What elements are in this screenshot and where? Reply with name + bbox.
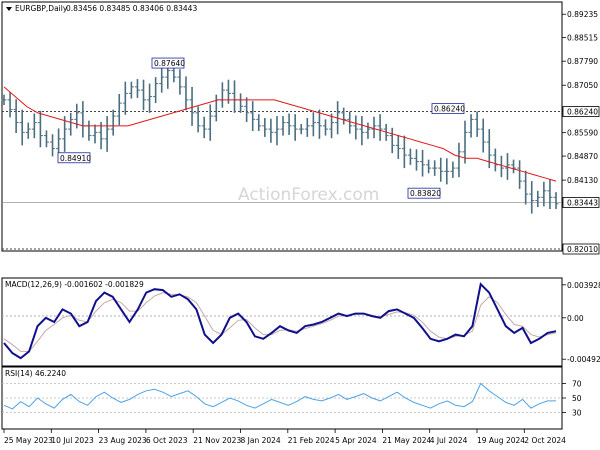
macd-line bbox=[3, 282, 557, 360]
annotation-label: 0.84910 bbox=[60, 154, 91, 163]
price-annotations: 0.87640 0.84910 0.86240 0.83820 bbox=[57, 57, 465, 199]
price-tick-label: 0.87790 bbox=[567, 57, 598, 66]
price-tick-label: 0.88515 bbox=[567, 34, 598, 43]
price-tick-label: 0.82010 bbox=[567, 245, 598, 254]
hline-price-box bbox=[562, 106, 600, 117]
rsi-line bbox=[3, 382, 556, 410]
price-tick-label: 0.83443 bbox=[567, 198, 598, 207]
price-panel: ActionForex.com 0.876400.849100.862400.8… bbox=[1, 1, 600, 255]
annotation-label: 0.87640 bbox=[154, 59, 185, 68]
time-tick-label: 4 Jul 2024 bbox=[430, 436, 468, 445]
price-series bbox=[1, 58, 559, 214]
price-tick-label: 0.87050 bbox=[567, 81, 598, 90]
time-tick-label: 23 Aug 2023 bbox=[99, 436, 147, 445]
collapse-arrow-icon[interactable] bbox=[6, 7, 12, 11]
current-price-box bbox=[562, 197, 600, 208]
annotation-box bbox=[57, 152, 91, 164]
time-tick-label: 21 Feb 2024 bbox=[288, 436, 335, 445]
macd-tick-label: 0.003928 bbox=[567, 281, 600, 290]
time-tick-label: 21 May 2024 bbox=[382, 436, 431, 445]
ohlc-values: 0.83456 0.83485 0.83406 0.83443 bbox=[66, 4, 197, 13]
annotation-label: 0.83820 bbox=[410, 189, 441, 198]
symbol-label: EURGBP,Daily bbox=[15, 4, 68, 13]
rsi-tick-label: 70 bbox=[572, 380, 582, 389]
price-tick-label: 0.84870 bbox=[567, 152, 598, 161]
time-tick-label: 8 Jan 2024 bbox=[241, 436, 281, 445]
rsi-tick-label: 30 bbox=[572, 409, 582, 418]
rsi-tick-label: 50 bbox=[572, 394, 582, 403]
rsi-axis: 70 50 30 bbox=[562, 380, 582, 418]
price-tick-label: 0.86240 bbox=[567, 108, 598, 117]
time-tick-label: 6 Oct 2023 bbox=[146, 436, 188, 445]
price-axis: 0.89235 0.88515 0.87790 0.87050 0.86240 0.855… bbox=[562, 10, 600, 255]
price-horizontal-lines bbox=[2, 111, 562, 250]
price-tick-label: 0.85590 bbox=[567, 129, 598, 138]
macd-panel: MACD(12,26,9) -0.001602 -0.001829 0.0039… bbox=[1, 277, 600, 367]
time-tick-label: 25 May 2023 bbox=[4, 436, 53, 445]
time-tick-label: 10 Jul 2023 bbox=[51, 436, 94, 445]
macd-title: MACD(12,26,9) -0.001602 -0.001829 bbox=[5, 280, 144, 289]
time-tick-label: 19 Aug 2024 bbox=[477, 436, 525, 445]
annotation-label: 0.86240 bbox=[434, 105, 465, 114]
macd-axis: 0.003928 0.00 -0.004929 bbox=[562, 281, 600, 364]
annotation-box bbox=[431, 103, 465, 114]
time-tick-label: 2 Oct 2024 bbox=[524, 436, 566, 445]
price-panel-frame bbox=[1, 1, 563, 252]
chart-header: EURGBP,Daily 0.83456 0.83485 0.83406 0.8… bbox=[6, 4, 197, 13]
moving-average-line bbox=[3, 86, 557, 182]
macd-tick-label: 0.00 bbox=[567, 314, 584, 323]
macd-panel-frame bbox=[1, 277, 563, 367]
price-tick-label: 0.89235 bbox=[567, 10, 598, 19]
hline-price-box bbox=[562, 243, 600, 255]
rsi-panel: RSI(14) 46.2240 70 50 30 bbox=[1, 366, 582, 430]
annotation-box bbox=[151, 57, 185, 69]
time-tick-label: 5 Apr 2024 bbox=[335, 436, 377, 445]
rsi-title: RSI(14) 46.2240 bbox=[5, 369, 66, 378]
annotation-box bbox=[407, 187, 441, 199]
price-tick-label: 0.84130 bbox=[567, 176, 598, 185]
watermark: ActionForex.com bbox=[238, 185, 379, 205]
time-tick-label: 21 Nov 2023 bbox=[193, 436, 241, 445]
macd-tick-label: -0.004929 bbox=[567, 355, 600, 364]
